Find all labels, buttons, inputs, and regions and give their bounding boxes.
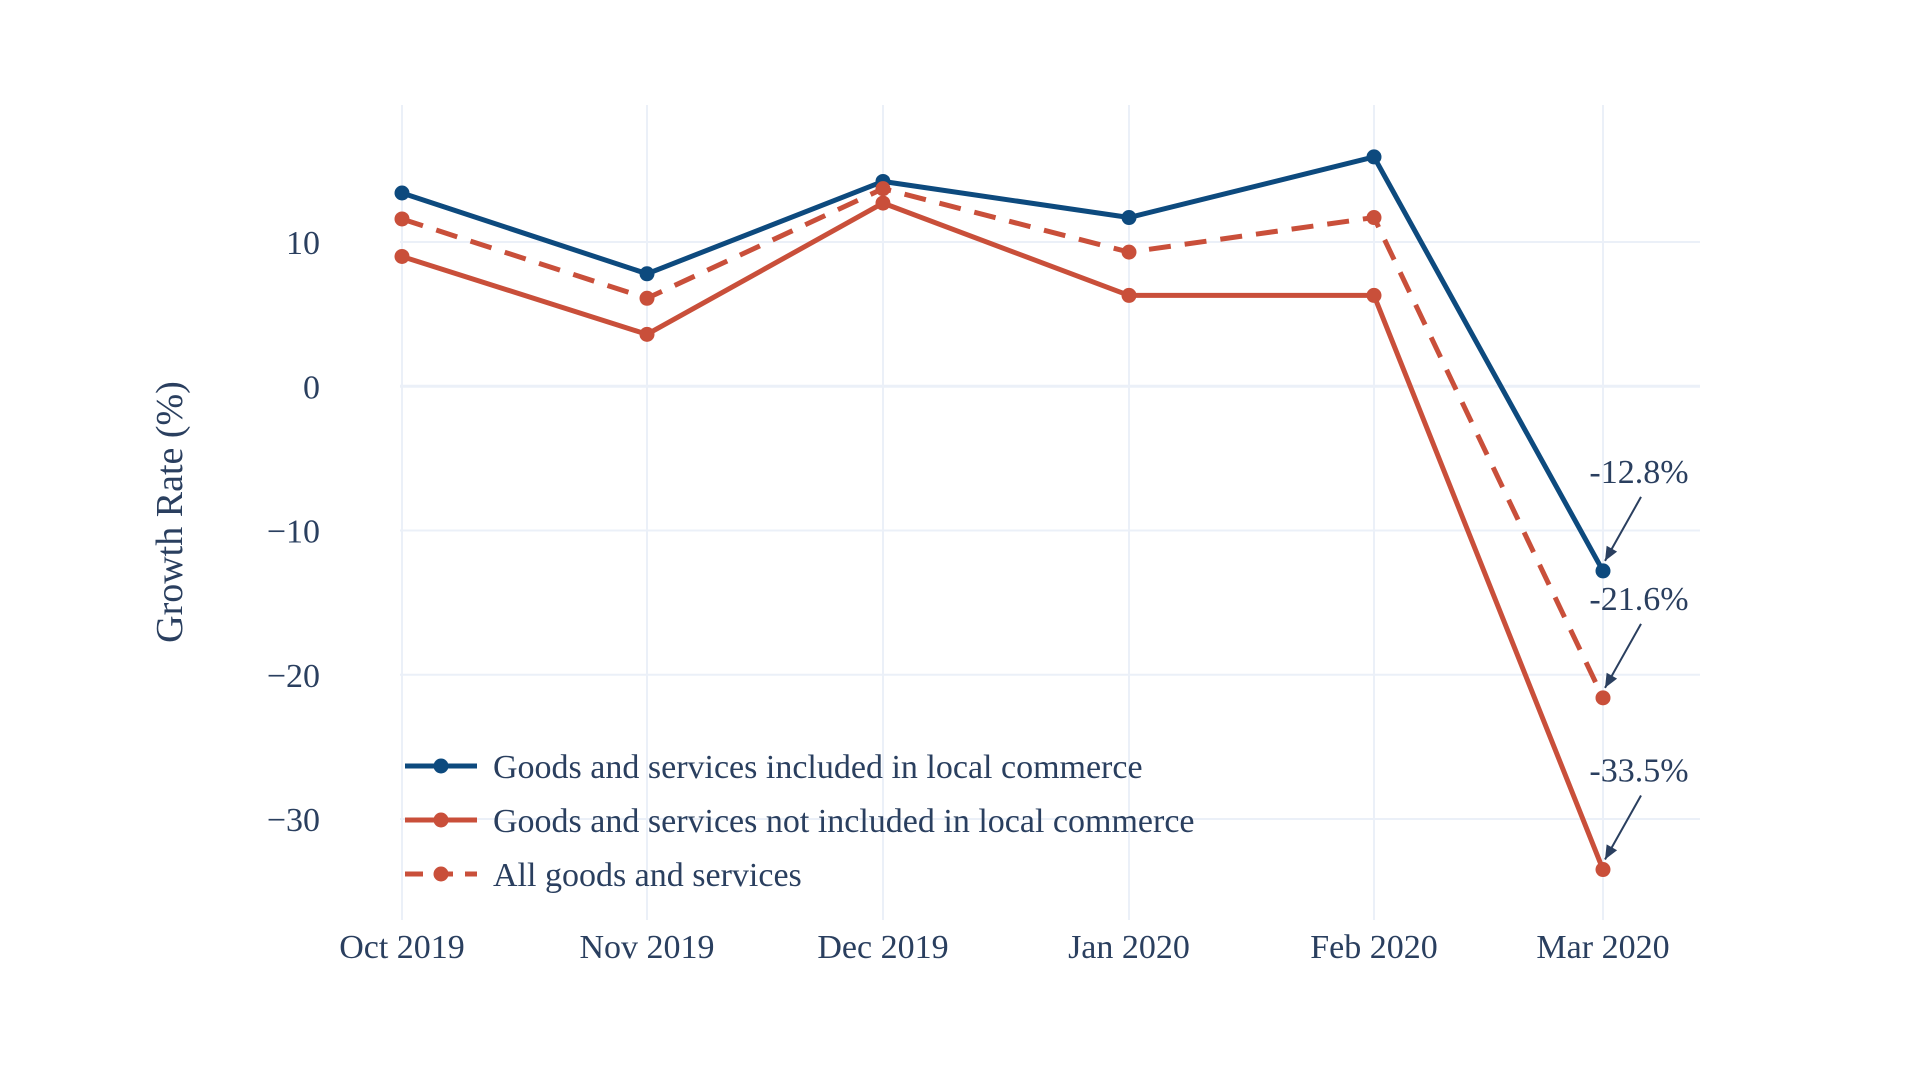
y-tick-label: −10 <box>267 514 320 551</box>
y-tick-label: −20 <box>267 658 320 695</box>
arrowhead-icon <box>1605 545 1618 561</box>
series-3 <box>394 181 1611 706</box>
data-point[interactable] <box>394 248 410 264</box>
data-point[interactable] <box>1595 563 1611 579</box>
y-axis-title: Growth Rate (%) <box>149 381 191 643</box>
data-point[interactable] <box>394 185 410 201</box>
series-lines <box>394 149 1611 878</box>
data-point[interactable] <box>639 290 655 306</box>
annotation-label: -12.8% <box>1589 454 1688 491</box>
legend-item[interactable]: Goods and services not included in local… <box>405 803 1195 840</box>
annotation: -12.8% <box>1589 454 1689 562</box>
data-point[interactable] <box>1366 149 1382 165</box>
data-point[interactable] <box>1121 287 1137 303</box>
legend-label: Goods and services not included in local… <box>493 803 1195 840</box>
data-point[interactable] <box>1366 287 1382 303</box>
legend-label: All goods and services <box>493 857 802 894</box>
y-axis-ticks: 10 0 −10 −20 −30 <box>267 225 320 839</box>
legend-item[interactable]: Goods and services included in local com… <box>405 749 1143 786</box>
arrowhead-icon <box>1605 672 1618 688</box>
data-point[interactable] <box>1595 690 1611 706</box>
x-tick-label: Mar 2020 <box>1536 929 1669 966</box>
x-tick-label: Oct 2019 <box>339 929 465 966</box>
data-point[interactable] <box>1595 862 1611 878</box>
x-tick-label: Dec 2019 <box>817 929 948 966</box>
data-point[interactable] <box>1366 210 1382 226</box>
annotations: -12.8% -21.6% -33.5% <box>1589 454 1689 861</box>
legend-swatch-marker <box>433 758 449 774</box>
legend-swatch-marker <box>433 866 449 882</box>
arrowhead-icon <box>1605 844 1618 860</box>
x-tick-label: Nov 2019 <box>579 929 714 966</box>
x-tick-label: Jan 2020 <box>1068 929 1190 966</box>
legend[interactable]: Goods and services included in local com… <box>405 749 1195 894</box>
series-1 <box>394 149 1611 579</box>
annotation-label: -21.6% <box>1589 581 1688 618</box>
annotation-label: -33.5% <box>1589 753 1688 790</box>
y-tick-label: −30 <box>267 802 320 839</box>
data-point[interactable] <box>639 326 655 342</box>
annotation: -21.6% <box>1589 581 1689 689</box>
legend-label: Goods and services included in local com… <box>493 749 1143 786</box>
x-axis-ticks: Oct 2019 Nov 2019 Dec 2019 Jan 2020 Feb 2020… <box>339 929 1669 966</box>
data-point[interactable] <box>875 195 891 211</box>
annotation: -33.5% <box>1589 753 1689 861</box>
gridlines <box>400 105 1700 920</box>
data-point[interactable] <box>639 266 655 282</box>
series-line <box>401 154 1606 573</box>
legend-item[interactable]: All goods and services <box>405 857 802 894</box>
y-tick-label: 10 <box>286 225 320 262</box>
data-point[interactable] <box>875 181 891 197</box>
series-line <box>401 186 1606 699</box>
y-tick-label: 0 <box>303 369 320 406</box>
data-point[interactable] <box>1121 244 1137 260</box>
series-2 <box>394 195 1611 878</box>
series-line <box>401 200 1606 871</box>
legend-swatch-marker <box>433 812 449 828</box>
x-tick-label: Feb 2020 <box>1310 929 1438 966</box>
data-point[interactable] <box>1121 210 1137 226</box>
data-point[interactable] <box>394 211 410 227</box>
